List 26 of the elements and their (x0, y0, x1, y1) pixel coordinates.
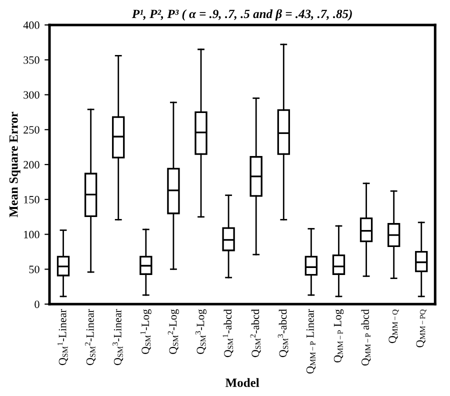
x-tick-label: Q$_{SM}$$^{2}$-Linear (85, 309, 96, 366)
x-tick-label: Q$_{MM−PQ}$ (416, 309, 426, 348)
x-tick-label: Q$_{SM}$$^{3}$-Linear (112, 309, 124, 366)
y-tick-label: 150 (24, 196, 40, 204)
x-tick-label: Q$_{SM}$$^{1}$-Linear (57, 309, 68, 366)
x-tick-label: Q$_{SM}$$^{3}$-abcd (278, 309, 288, 358)
x-tick-label: Q$_{SM}$$^{2}$-Log (168, 309, 179, 354)
y-tick-label: 400 (23, 21, 40, 29)
y-tick-label: 250 (24, 126, 40, 134)
y-tick-label: 0 (34, 300, 40, 308)
chart-title: P¹, P², P³ ( α = .9, .7, .5 and β = .43, .7, .85) (132, 9, 352, 21)
y-tick-label: 300 (24, 91, 40, 99)
x-tick-label: Q$_{SM}$$^{3}$-Log (195, 309, 207, 354)
y-tick-label: 200 (24, 161, 40, 168)
y-tick-label: 50 (29, 266, 40, 274)
x-tick-label: Q$_{MM−P}$ Log (334, 309, 344, 362)
x-tick-label: Q$_{SM}$$^{1}$-Log (140, 309, 152, 354)
x-tick-label: Q$_{SM}$$^{1}$-abcd (222, 309, 234, 358)
y-tick-label: 100 (24, 230, 40, 238)
x-tick-label: Q$_{MM−P}$ abcd (361, 309, 371, 366)
y-tick-label: 350 (24, 56, 40, 64)
x-tick-label: Q$_{SM}$$^{2}$-abcd (250, 309, 261, 358)
x-tick-label: Q$_{MM−P}$ Linear (306, 309, 316, 374)
y-axis-title: Mean Square Error (9, 112, 20, 218)
x-axis-title: Model (226, 378, 260, 387)
x-tick-label: Q$_{MM−Q}$ (388, 309, 399, 344)
